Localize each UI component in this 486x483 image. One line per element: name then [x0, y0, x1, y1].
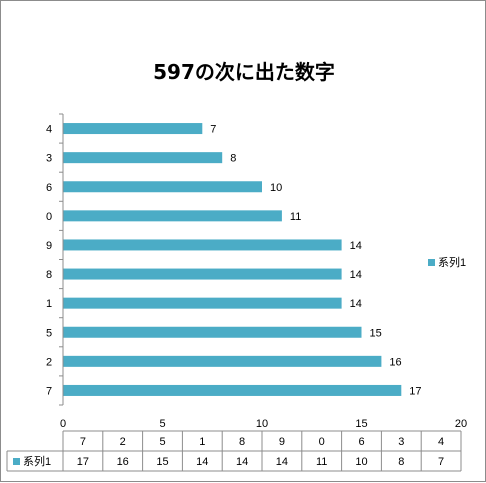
table-category-cell: 7	[80, 436, 86, 448]
data-label: 15	[370, 327, 382, 339]
table-value-cell: 15	[156, 456, 168, 468]
data-label: 16	[389, 356, 401, 368]
table-category-cell: 1	[199, 436, 205, 448]
bar	[63, 210, 282, 222]
table-category-cell: 2	[120, 436, 126, 448]
bar	[63, 123, 203, 135]
table-category-cell: 3	[398, 436, 404, 448]
legend-swatch	[428, 259, 435, 266]
table-value-cell: 14	[276, 456, 288, 468]
bar	[63, 239, 342, 251]
table-category-cell: 5	[159, 436, 165, 448]
bar	[63, 384, 402, 396]
bar	[63, 297, 342, 309]
table-value-cell: 16	[117, 456, 129, 468]
bar	[63, 268, 342, 280]
table-value-cell: 11	[316, 456, 327, 468]
data-label: 7	[210, 124, 216, 136]
data-table: 系列1 7 17 2 16 5 15 1 14 8 14 9 14 0 11 6 10 3 8 4 7	[6, 430, 462, 472]
bar	[63, 326, 362, 338]
table-category-cell: 8	[239, 436, 245, 448]
chart-title: 597の次に出た数字	[153, 60, 335, 84]
table-category-cell: 9	[279, 436, 285, 448]
y-tick-label: 4	[46, 124, 52, 136]
data-label: 14	[350, 269, 362, 281]
data-label: 14	[350, 298, 362, 310]
bar	[63, 355, 382, 367]
y-tick-label: 1	[46, 298, 52, 310]
bar-group: 17 16 15 14 14 14 11 10 8 7	[63, 123, 422, 397]
data-label: 17	[409, 385, 421, 397]
y-tick-label: 2	[46, 356, 52, 368]
y-tick-label: 3	[46, 153, 52, 165]
table-legend-swatch	[13, 458, 20, 465]
table-value-cell: 17	[77, 456, 89, 468]
x-tick-label: 15	[355, 418, 367, 430]
y-tick-label: 7	[46, 385, 52, 397]
x-tick-label: 10	[256, 418, 268, 430]
table-value-cell: 7	[438, 456, 444, 468]
bar	[63, 152, 223, 164]
table-value-cell: 8	[398, 456, 404, 468]
table-category-cell: 4	[438, 436, 444, 448]
y-tick-label: 5	[46, 327, 52, 339]
data-label: 14	[350, 240, 362, 252]
legend: 系列1	[428, 255, 466, 269]
x-tick-label: 20	[455, 418, 467, 430]
y-tick-label: 9	[46, 240, 52, 252]
table-series-name: 系列1	[23, 454, 51, 468]
legend-label: 系列1	[438, 255, 466, 269]
y-tick-label: 0	[46, 211, 52, 223]
data-label: 10	[270, 182, 282, 194]
y-tick-label: 8	[46, 269, 52, 281]
bar	[63, 181, 262, 193]
table-category-cell: 6	[358, 436, 364, 448]
table-value-cell: 14	[196, 456, 208, 468]
data-label: 11	[290, 211, 301, 223]
table-value-cell: 10	[355, 456, 367, 468]
table-value-cell: 14	[236, 456, 248, 468]
x-tick-label: 5	[159, 418, 165, 430]
x-tick-label: 0	[60, 418, 66, 430]
data-label: 8	[230, 153, 236, 165]
table-category-cell: 0	[319, 436, 325, 448]
y-tick-label: 6	[46, 182, 52, 194]
